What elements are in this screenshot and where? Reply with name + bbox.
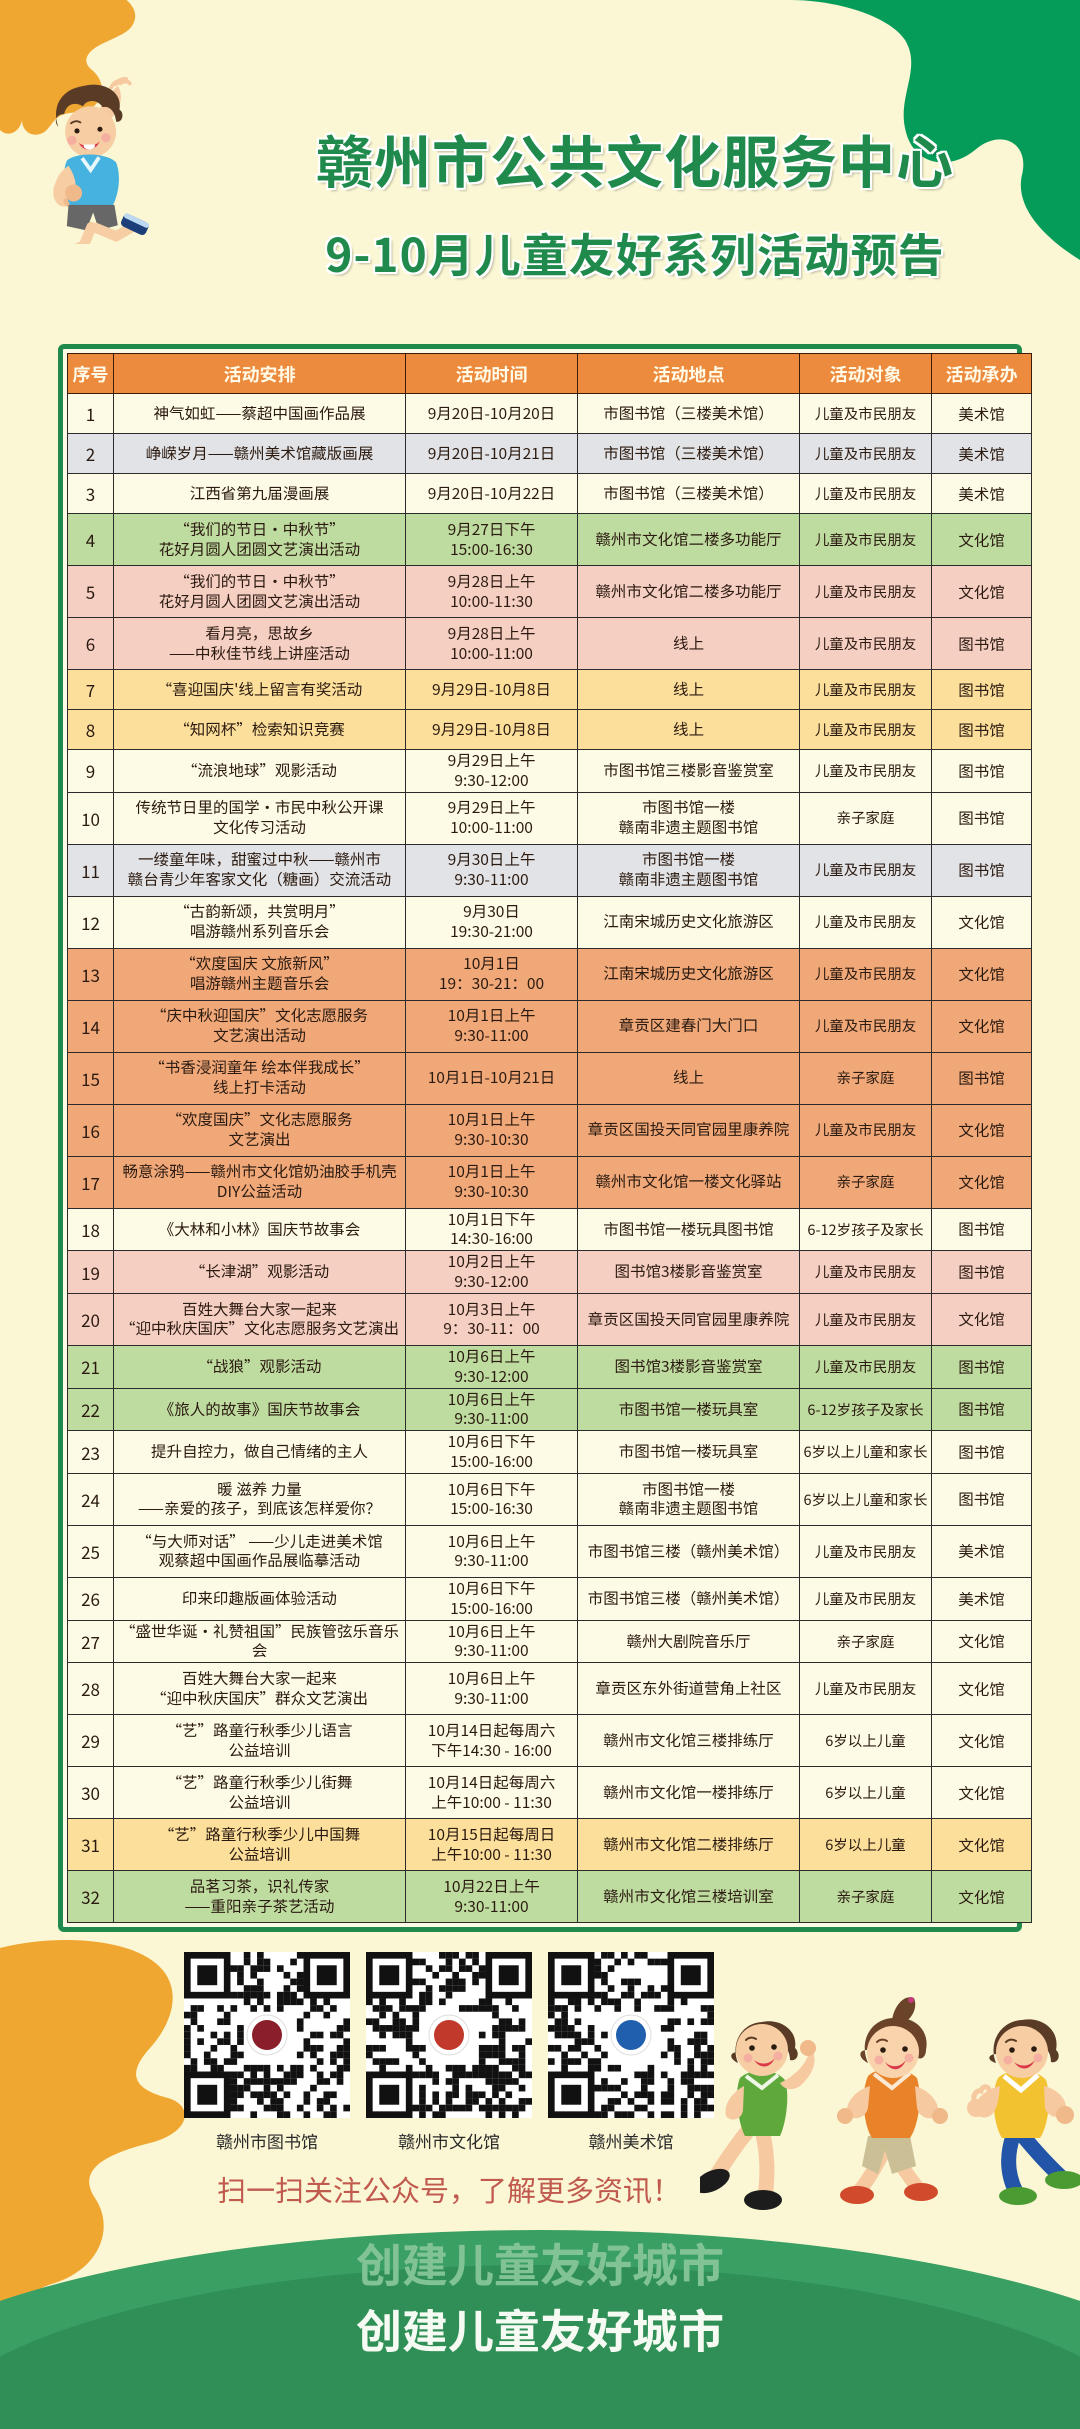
svg-text:创建儿童友好城市: 创建儿童友好城市 — [356, 2230, 724, 2296]
svg-text:创建儿童友好城市: 创建儿童友好城市 — [356, 2296, 724, 2362]
